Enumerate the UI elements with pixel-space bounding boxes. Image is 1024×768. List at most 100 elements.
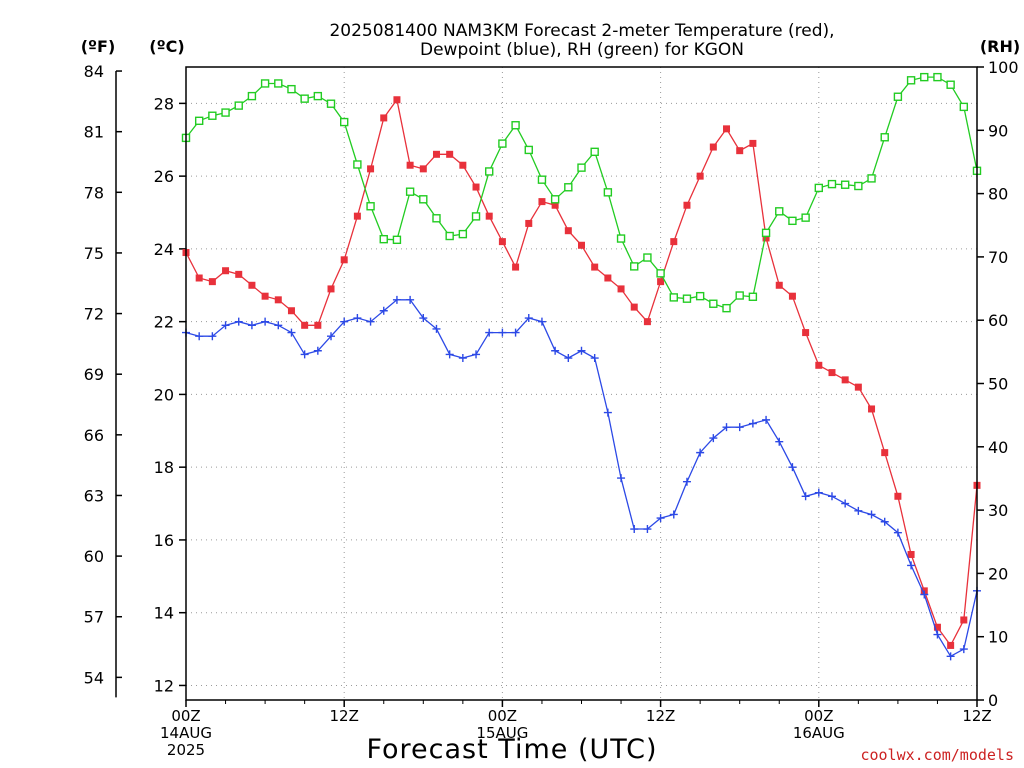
temperature-point — [630, 303, 638, 311]
rh-point — [775, 207, 784, 216]
temperature-point — [485, 212, 493, 220]
dewpoint-point — [933, 630, 942, 639]
dewpoint-point — [537, 317, 546, 326]
temperature-point — [617, 285, 625, 293]
temperature-point — [841, 376, 849, 384]
dewpoint-point — [195, 332, 204, 341]
f-tick-label: 69 — [84, 365, 104, 384]
celsius-axis: 12 14 16 18 20 22 24 26 28 — [154, 94, 186, 695]
temperature-point — [788, 292, 796, 300]
dewpoint-point — [287, 328, 296, 337]
temperature-point — [736, 147, 744, 155]
f-tick-label: 66 — [84, 426, 104, 445]
rh-tick-label: 30 — [988, 501, 1008, 520]
dewpoint-point — [709, 434, 718, 443]
dewpoint-point — [419, 314, 428, 323]
temperature-point — [696, 172, 704, 180]
series-layer — [181, 72, 982, 661]
plot-frame — [185, 66, 978, 701]
dewpoint-point — [353, 314, 362, 323]
rh-point — [761, 228, 771, 238]
dewpoint-point — [893, 528, 902, 537]
dewpoint-point — [907, 561, 916, 570]
dewpoint-point — [682, 477, 691, 486]
rh-tick-label: 70 — [988, 248, 1008, 267]
c-tick-label: 26 — [154, 167, 174, 186]
dewpoint-point — [867, 510, 876, 519]
rh-point — [814, 183, 823, 193]
rh-point — [603, 188, 613, 197]
dewpoint-point — [564, 354, 573, 363]
dewpoint-point — [511, 328, 520, 337]
rh-point — [550, 195, 560, 204]
x-tick-label: 00Z — [171, 707, 200, 725]
c-tick-label: 28 — [154, 94, 174, 113]
rh-point — [392, 235, 402, 245]
temperature-point — [327, 285, 335, 293]
rh-point — [326, 99, 336, 108]
temperature-point — [854, 383, 862, 391]
temperature-point — [591, 263, 599, 271]
rh-point — [274, 79, 283, 88]
rh-point — [208, 111, 217, 120]
dewpoint-point — [643, 525, 652, 534]
x-tick-label: 2025 — [167, 741, 205, 759]
temperature-point — [762, 234, 770, 242]
dewpoint-point — [379, 306, 388, 315]
rh-point — [577, 163, 586, 172]
rh-axis: 0 10 20 30 40 50 60 70 80 90 100 — [977, 58, 1019, 710]
temperature-point — [775, 281, 783, 289]
rh-point — [234, 101, 243, 110]
dewpoint-point — [696, 448, 705, 457]
dewpoint-point — [603, 408, 612, 417]
f-tick-label: 72 — [84, 305, 104, 324]
f-tick-label: 81 — [84, 123, 104, 142]
temperature-point — [947, 641, 955, 649]
temperature-series-line — [185, 98, 978, 647]
dewpoint-point — [392, 295, 401, 304]
rh-point — [880, 133, 889, 142]
rh-point — [340, 117, 349, 127]
x-tick-label: 15AUG — [476, 724, 528, 742]
f-tick-label: 75 — [84, 244, 104, 263]
rh-point — [379, 234, 388, 244]
rh-tick-label: 20 — [988, 564, 1008, 583]
temperature-point — [723, 125, 731, 133]
temperature-point — [802, 329, 810, 337]
dewpoint-point — [340, 317, 349, 326]
rh-point — [485, 167, 494, 176]
dewpoint-point — [762, 415, 771, 424]
rh-tick-label: 90 — [988, 121, 1008, 140]
rh-point — [669, 293, 678, 302]
temperature-point — [933, 623, 941, 631]
temperature-point — [195, 274, 203, 282]
temperature-point — [208, 278, 216, 286]
rh-point — [946, 80, 955, 89]
rh-point — [893, 92, 903, 101]
credit-text: coolwx.com/models — [860, 746, 1014, 764]
temperature-point — [393, 96, 401, 104]
temperature-point — [432, 150, 440, 158]
dewpoint-point — [827, 492, 836, 501]
rh-point — [287, 84, 296, 94]
temperature-point — [472, 183, 480, 191]
temperature-point — [367, 165, 375, 173]
temperature-point — [446, 150, 454, 158]
x-axis-title: Forecast Time (UTC) — [366, 734, 657, 765]
rh-point — [656, 269, 665, 278]
temperature-point — [274, 296, 282, 304]
dewpoint-point — [735, 423, 744, 432]
temperature-point — [235, 270, 243, 278]
temperature-point — [512, 263, 520, 271]
dewpoint-point — [959, 645, 968, 654]
temperature-point — [894, 492, 902, 500]
temperature-point — [538, 198, 546, 206]
dewpoint-point — [551, 346, 560, 355]
dewpoint-point — [458, 354, 467, 363]
f-tick-label: 78 — [84, 183, 104, 202]
rh-tick-label: 0 — [988, 691, 998, 710]
temperature-point — [643, 318, 651, 326]
chart-grid — [186, 67, 977, 700]
dewpoint-point — [274, 321, 283, 330]
